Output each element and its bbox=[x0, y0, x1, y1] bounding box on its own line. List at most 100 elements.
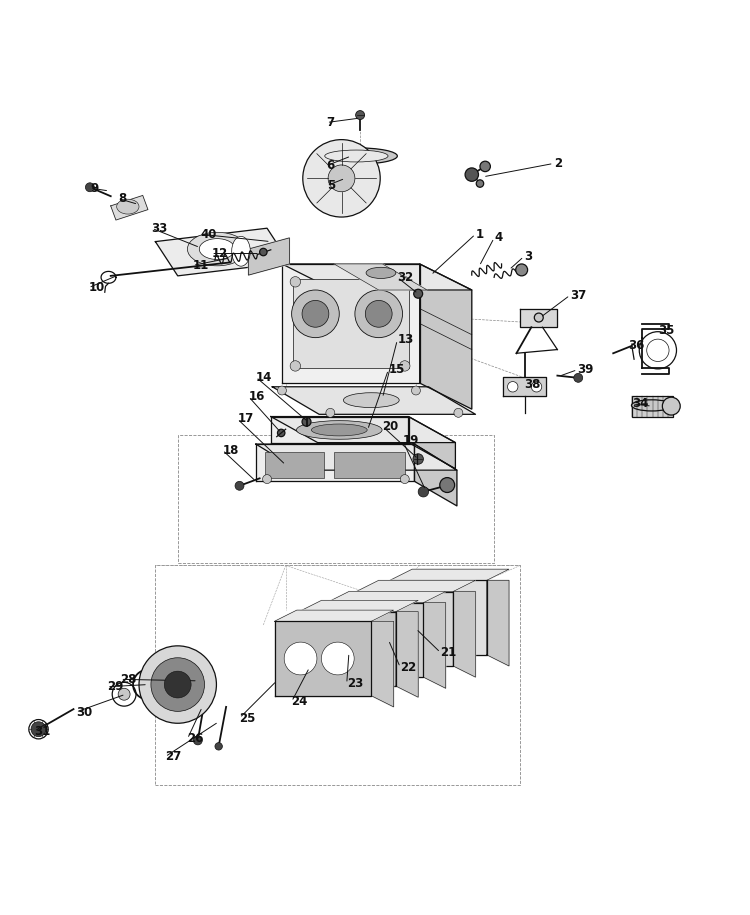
Polygon shape bbox=[420, 264, 472, 409]
Circle shape bbox=[413, 454, 424, 464]
Text: 9: 9 bbox=[90, 181, 98, 195]
Text: 10: 10 bbox=[88, 281, 105, 295]
Ellipse shape bbox=[188, 232, 247, 265]
Text: 16: 16 bbox=[248, 390, 265, 403]
Polygon shape bbox=[390, 580, 487, 655]
Circle shape bbox=[476, 180, 484, 188]
Circle shape bbox=[400, 475, 410, 483]
Polygon shape bbox=[356, 591, 453, 666]
Circle shape bbox=[194, 736, 202, 745]
Circle shape bbox=[508, 382, 518, 392]
Ellipse shape bbox=[366, 267, 396, 278]
Polygon shape bbox=[396, 611, 418, 697]
Bar bbox=[334, 451, 405, 478]
Text: 2: 2 bbox=[554, 157, 562, 170]
Text: 36: 36 bbox=[628, 339, 644, 352]
Bar bbox=[341, 618, 409, 662]
Bar bbox=[405, 596, 472, 640]
Circle shape bbox=[290, 361, 301, 371]
Polygon shape bbox=[274, 610, 394, 621]
Circle shape bbox=[355, 290, 403, 338]
Polygon shape bbox=[271, 416, 455, 443]
Polygon shape bbox=[248, 238, 290, 275]
Polygon shape bbox=[390, 569, 509, 580]
Circle shape bbox=[284, 642, 317, 675]
Circle shape bbox=[278, 429, 285, 436]
Circle shape bbox=[309, 632, 341, 665]
Ellipse shape bbox=[325, 150, 388, 162]
Circle shape bbox=[303, 140, 380, 217]
Polygon shape bbox=[424, 603, 445, 688]
Text: 32: 32 bbox=[398, 271, 413, 284]
Circle shape bbox=[365, 300, 392, 328]
Text: 20: 20 bbox=[382, 420, 399, 433]
Ellipse shape bbox=[316, 148, 398, 164]
Circle shape bbox=[302, 417, 311, 426]
Text: 4: 4 bbox=[494, 231, 502, 244]
Text: 40: 40 bbox=[200, 228, 217, 241]
Polygon shape bbox=[256, 444, 457, 470]
Polygon shape bbox=[409, 416, 455, 468]
Text: 3: 3 bbox=[524, 250, 532, 263]
Circle shape bbox=[440, 478, 454, 492]
Bar bbox=[632, 395, 673, 416]
Text: 35: 35 bbox=[658, 325, 674, 338]
Text: 38: 38 bbox=[524, 378, 540, 391]
Circle shape bbox=[151, 658, 205, 711]
Text: 1: 1 bbox=[476, 228, 484, 241]
Circle shape bbox=[531, 382, 542, 392]
Text: 5: 5 bbox=[326, 179, 334, 192]
Circle shape bbox=[322, 642, 354, 675]
Text: 39: 39 bbox=[578, 363, 594, 376]
Polygon shape bbox=[155, 228, 290, 275]
Polygon shape bbox=[453, 591, 476, 677]
Circle shape bbox=[260, 248, 267, 256]
Polygon shape bbox=[326, 603, 424, 677]
Polygon shape bbox=[272, 387, 476, 414]
Circle shape bbox=[516, 264, 527, 275]
Circle shape bbox=[346, 632, 379, 665]
Circle shape bbox=[215, 743, 223, 750]
Text: 15: 15 bbox=[388, 363, 405, 376]
Polygon shape bbox=[282, 264, 472, 290]
Text: 21: 21 bbox=[440, 646, 457, 659]
Circle shape bbox=[86, 183, 94, 192]
Text: 25: 25 bbox=[239, 712, 256, 725]
Text: 19: 19 bbox=[403, 434, 419, 447]
Ellipse shape bbox=[344, 393, 399, 407]
Polygon shape bbox=[282, 264, 420, 383]
Bar bbox=[371, 607, 438, 651]
Polygon shape bbox=[271, 416, 409, 443]
Text: 34: 34 bbox=[632, 397, 648, 411]
Circle shape bbox=[465, 168, 478, 181]
Circle shape bbox=[454, 408, 463, 417]
Polygon shape bbox=[356, 580, 476, 591]
Circle shape bbox=[326, 408, 334, 417]
Polygon shape bbox=[334, 264, 427, 290]
Text: 11: 11 bbox=[193, 259, 208, 272]
Circle shape bbox=[412, 386, 421, 395]
Circle shape bbox=[419, 487, 428, 497]
Polygon shape bbox=[274, 621, 371, 695]
Text: 29: 29 bbox=[107, 680, 123, 694]
Text: 26: 26 bbox=[188, 732, 204, 746]
Circle shape bbox=[662, 397, 680, 415]
Polygon shape bbox=[299, 611, 396, 686]
Circle shape bbox=[118, 688, 130, 700]
Polygon shape bbox=[415, 444, 457, 506]
Circle shape bbox=[356, 111, 364, 120]
Text: 23: 23 bbox=[346, 677, 363, 690]
Circle shape bbox=[235, 481, 244, 490]
Text: 13: 13 bbox=[398, 333, 413, 347]
Text: 12: 12 bbox=[211, 247, 227, 260]
Polygon shape bbox=[371, 621, 394, 707]
Circle shape bbox=[414, 289, 423, 298]
Circle shape bbox=[139, 646, 217, 723]
Circle shape bbox=[262, 475, 272, 483]
Circle shape bbox=[31, 722, 46, 737]
Text: 30: 30 bbox=[76, 705, 92, 718]
Circle shape bbox=[164, 672, 191, 698]
Text: 14: 14 bbox=[256, 371, 272, 383]
Polygon shape bbox=[487, 580, 509, 666]
Polygon shape bbox=[299, 600, 418, 611]
